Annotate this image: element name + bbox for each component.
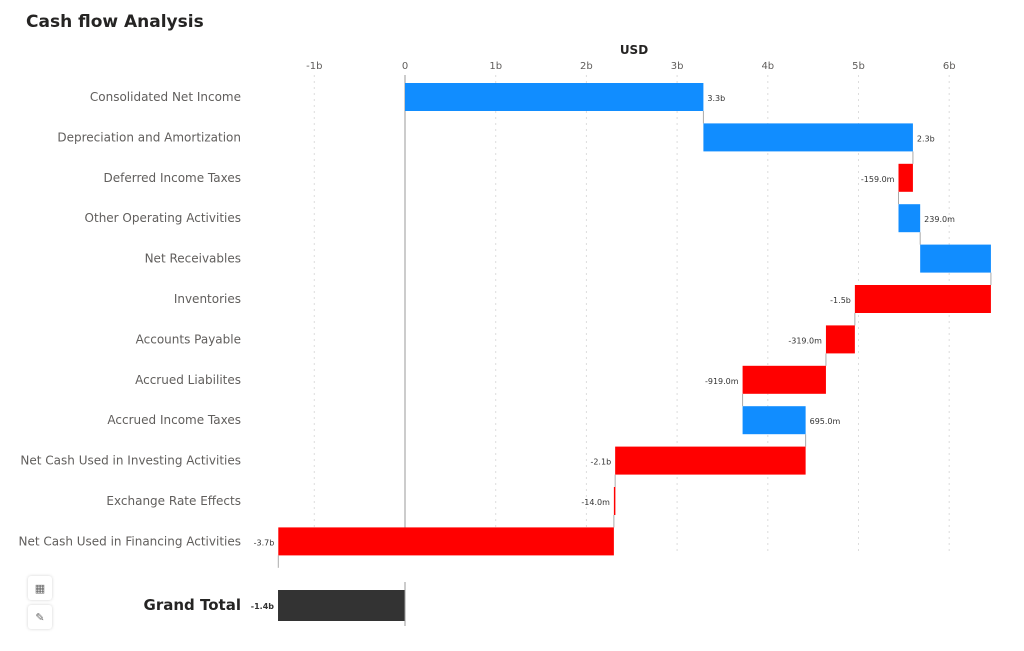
bar[interactable] <box>742 365 826 394</box>
data-label: 695.0m <box>810 417 841 426</box>
category-label: Inventories <box>174 292 241 306</box>
data-label: -919.0m <box>705 377 739 386</box>
bar[interactable] <box>405 83 704 111</box>
x-axis-title: USD <box>620 43 648 57</box>
bar[interactable] <box>920 244 991 273</box>
category-label: Exchange Rate Effects <box>106 494 241 508</box>
data-label: -3.7b <box>254 538 275 547</box>
bar[interactable] <box>278 527 614 556</box>
data-label: -319.0m <box>788 336 822 345</box>
grand-total-bar[interactable] <box>278 590 405 621</box>
data-label: 239.0m <box>924 215 955 224</box>
x-tick-label: 1b <box>489 61 502 72</box>
category-label: Net Cash Used in Investing Activities <box>20 454 241 468</box>
bar[interactable] <box>825 325 855 354</box>
data-label: -2.1b <box>590 458 611 467</box>
category-label: Depreciation and Amortization <box>57 130 241 144</box>
data-label: -159.0m <box>861 175 895 184</box>
category-label: Deferred Income Taxes <box>104 171 241 185</box>
data-label: 3.3b <box>707 94 725 103</box>
x-tick-label: 4b <box>761 61 774 72</box>
bar[interactable] <box>854 285 991 313</box>
bar[interactable] <box>898 163 913 192</box>
category-label: Other Operating Activities <box>85 211 241 225</box>
category-label: Net Cash Used in Financing Activities <box>18 534 241 548</box>
category-label: Accounts Payable <box>136 332 241 346</box>
table-icon[interactable]: ▦ <box>28 576 52 600</box>
x-tick-label: 6b <box>943 61 956 72</box>
x-tick-label: 0 <box>402 61 408 72</box>
bar[interactable] <box>613 487 616 515</box>
pencil-icon[interactable]: ✎ <box>28 605 52 629</box>
category-label: Net Receivables <box>145 252 241 266</box>
grand-total-label: Grand Total <box>144 596 241 614</box>
category-label: Accrued Liabilites <box>135 373 241 387</box>
data-label: 2.3b <box>917 134 935 143</box>
x-tick-label: -1b <box>306 61 322 72</box>
category-label: Accrued Income Taxes <box>107 413 241 427</box>
bar[interactable] <box>898 204 921 233</box>
bar[interactable] <box>703 123 913 152</box>
grand-total-data-label: -1.4b <box>251 602 274 611</box>
x-tick-label: 5b <box>852 61 865 72</box>
chart-title: Cash flow Analysis <box>26 12 204 32</box>
bar[interactable] <box>615 446 806 475</box>
data-label: -14.0m <box>581 498 610 507</box>
x-tick-label: 3b <box>671 61 684 72</box>
category-label: Consolidated Net Income <box>90 90 241 104</box>
data-label: -1.5b <box>830 296 851 305</box>
bar[interactable] <box>742 406 806 435</box>
x-tick-label: 2b <box>580 61 593 72</box>
